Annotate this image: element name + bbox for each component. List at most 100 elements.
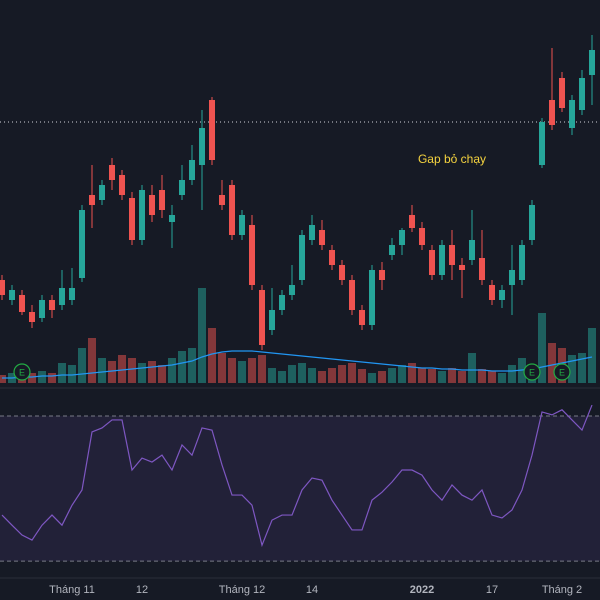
candle-body: [319, 230, 325, 245]
candle-body: [239, 215, 245, 235]
volume-bar: [568, 355, 576, 383]
volume-bar: [198, 288, 206, 383]
candle-body: [29, 312, 35, 322]
volume-bar: [318, 371, 326, 383]
volume-bar: [28, 373, 36, 383]
volume-bar: [288, 365, 296, 383]
candle-body: [79, 210, 85, 278]
volume-bar: [238, 361, 246, 383]
candle-body: [9, 290, 15, 300]
annotation: Gap bỏ chạy: [418, 152, 486, 166]
candle-body: [279, 295, 285, 310]
candle-body: [359, 310, 365, 325]
candle-body: [369, 270, 375, 325]
volume-bar: [418, 368, 426, 383]
volume-bar: [548, 343, 556, 383]
volume-bar: [308, 368, 316, 383]
candle-body: [119, 175, 125, 195]
volume-bar: [388, 368, 396, 383]
candle-body: [349, 280, 355, 310]
volume-bar: [428, 369, 436, 383]
volume-ma-line: [2, 350, 593, 379]
event-label: E: [529, 367, 535, 377]
volume-bar: [328, 368, 336, 383]
x-tick-label: 2022: [410, 584, 434, 596]
volume-bar: [138, 363, 146, 383]
candle-body: [379, 270, 385, 280]
volume-bar: [58, 363, 66, 383]
candle-body: [399, 230, 405, 245]
candle-body: [409, 215, 415, 228]
volume-bar: [578, 353, 586, 383]
volume-bar: [338, 365, 346, 383]
candle-body: [499, 290, 505, 300]
volume-bar: [438, 371, 446, 383]
volume-bar: [258, 355, 266, 383]
candle-body: [159, 190, 165, 210]
candle-body: [539, 122, 545, 165]
volume-bar: [118, 355, 126, 383]
x-tick-label: Tháng 12: [219, 584, 265, 596]
volume-bar: [168, 358, 176, 383]
volume-bar: [48, 373, 56, 383]
volume-bar: [458, 371, 466, 383]
candle-body: [49, 300, 55, 310]
volume-bar: [538, 313, 546, 383]
candle-body: [339, 265, 345, 280]
volume-bar: [378, 371, 386, 383]
candle-body: [139, 190, 145, 240]
candle-body: [479, 258, 485, 280]
candle-body: [129, 198, 135, 240]
volume-bar: [488, 371, 496, 383]
candle-body: [289, 285, 295, 295]
x-tick-label: 14: [306, 584, 318, 596]
candle-body: [179, 180, 185, 195]
candle-body: [549, 100, 555, 125]
candle-body: [469, 240, 475, 260]
candle-body: [199, 128, 205, 165]
volume-bar: [468, 353, 476, 383]
candle-body: [569, 100, 575, 128]
volume-bar: [88, 338, 96, 383]
candle-body: [59, 288, 65, 305]
volume-bar: [348, 363, 356, 383]
volume-bar: [508, 365, 516, 383]
event-marker: [13, 363, 31, 381]
volume-bar: [38, 371, 46, 383]
candle-body: [269, 310, 275, 330]
candle-body: [169, 215, 175, 222]
volume-bar: [78, 348, 86, 383]
x-tick-label: Tháng 2: [542, 584, 582, 596]
candle-body: [229, 185, 235, 235]
candle-body: [389, 245, 395, 255]
candle-body: [559, 78, 565, 108]
x-tick-label: Tháng 11: [49, 584, 95, 596]
volume-bar: [178, 351, 186, 383]
candle-body: [529, 205, 535, 240]
candle-body: [439, 245, 445, 275]
candle-body: [589, 50, 595, 75]
candle-body: [19, 295, 25, 312]
candle-body: [39, 300, 45, 318]
candle-body: [69, 288, 75, 300]
event-label: E: [559, 367, 565, 377]
event-marker: [553, 363, 571, 381]
candle-body: [249, 225, 255, 285]
candle-body: [89, 195, 95, 205]
event-label: E: [19, 367, 25, 377]
volume-bar: [478, 369, 486, 383]
volume-bar: [398, 365, 406, 383]
candle-body: [449, 245, 455, 265]
candle-body: [99, 185, 105, 200]
volume-bar: [158, 365, 166, 383]
candle-body: [329, 250, 335, 265]
candle-body: [459, 265, 465, 270]
volume-bar: [128, 358, 136, 383]
candle-body: [309, 225, 315, 240]
volume-bar: [188, 348, 196, 383]
rsi-line: [1, 404, 593, 548]
volume-bar: [448, 368, 456, 383]
volume-bar: [278, 371, 286, 383]
